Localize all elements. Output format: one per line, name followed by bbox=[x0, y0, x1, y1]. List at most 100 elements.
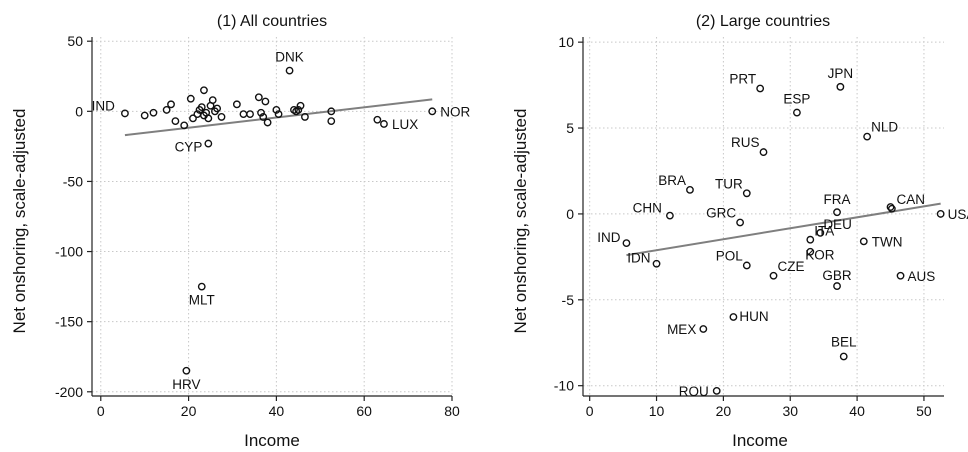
data-point bbox=[736, 218, 745, 227]
data-point bbox=[261, 97, 270, 106]
data-point bbox=[232, 100, 241, 109]
data-point bbox=[622, 239, 631, 248]
y-tick-label: 0 bbox=[566, 206, 574, 222]
point-label: GBR bbox=[822, 268, 852, 283]
data-point bbox=[162, 106, 171, 114]
data-point bbox=[140, 111, 149, 120]
data-point bbox=[213, 104, 222, 113]
data-point bbox=[863, 132, 872, 141]
y-axis-label: Net onshoring, scale-adjusted bbox=[511, 109, 530, 334]
data-point bbox=[239, 110, 248, 119]
data-point bbox=[836, 82, 845, 91]
point-label: IDN bbox=[627, 251, 650, 266]
data-point bbox=[839, 352, 848, 361]
x-axis-label: Income bbox=[244, 431, 300, 450]
data-point bbox=[380, 120, 388, 128]
x-tick-label: 10 bbox=[649, 403, 665, 419]
point-label: LUX bbox=[392, 117, 418, 132]
data-point bbox=[327, 117, 336, 126]
point-label: MLT bbox=[189, 293, 215, 308]
data-point bbox=[197, 282, 206, 291]
data-point bbox=[742, 261, 751, 270]
data-point bbox=[285, 66, 294, 75]
data-point bbox=[294, 106, 303, 114]
data-point bbox=[699, 325, 708, 333]
y-tick-label: -150 bbox=[55, 314, 83, 330]
data-point bbox=[204, 139, 213, 148]
data-point bbox=[759, 148, 768, 156]
fit-line bbox=[626, 202, 941, 257]
data-point bbox=[896, 271, 905, 280]
x-axis-label: Income bbox=[732, 431, 788, 450]
data-point bbox=[652, 259, 661, 268]
data-point bbox=[833, 208, 841, 217]
data-point bbox=[887, 204, 896, 213]
y-tick-label: 0 bbox=[75, 103, 83, 119]
point-label: TWN bbox=[872, 234, 903, 249]
data-point bbox=[121, 109, 129, 118]
data-point bbox=[806, 235, 815, 244]
data-point bbox=[833, 282, 841, 290]
data-point bbox=[254, 93, 263, 102]
data-point bbox=[756, 84, 765, 93]
point-label: CZE bbox=[778, 259, 805, 274]
point-label: ESP bbox=[783, 92, 810, 107]
x-tick-label: 40 bbox=[269, 403, 285, 419]
data-point bbox=[859, 237, 868, 246]
y-tick-label: -50 bbox=[63, 173, 83, 189]
point-label: PRT bbox=[729, 72, 756, 87]
data-point bbox=[217, 113, 226, 121]
data-point bbox=[149, 108, 158, 117]
point-label: JPN bbox=[828, 66, 854, 81]
data-point bbox=[327, 107, 336, 116]
x-tick-label: 40 bbox=[849, 403, 865, 419]
data-point bbox=[167, 100, 175, 109]
data-point bbox=[274, 110, 283, 119]
y-tick-label: 10 bbox=[558, 34, 574, 50]
point-label: TUR bbox=[715, 176, 743, 191]
data-point bbox=[182, 366, 191, 375]
data-point bbox=[886, 203, 895, 211]
data-point bbox=[208, 96, 217, 105]
point-label: BEL bbox=[831, 334, 857, 349]
point-label: CYP bbox=[175, 140, 203, 155]
data-point bbox=[806, 247, 815, 256]
point-label: NLD bbox=[871, 120, 898, 135]
point-label: CAN bbox=[897, 192, 926, 207]
data-point bbox=[189, 114, 197, 123]
data-point bbox=[197, 103, 206, 112]
data-point bbox=[246, 110, 254, 119]
data-point bbox=[686, 185, 694, 194]
data-point bbox=[263, 118, 272, 127]
point-label: DNK bbox=[275, 50, 304, 65]
point-label: POL bbox=[716, 248, 744, 263]
data-point bbox=[257, 108, 265, 117]
point-label: FRA bbox=[824, 192, 851, 207]
data-point bbox=[272, 106, 281, 114]
gridlines bbox=[92, 37, 453, 396]
data-point bbox=[729, 313, 738, 321]
x-tick-label: 0 bbox=[586, 403, 594, 419]
point-label: DEU bbox=[823, 217, 852, 232]
point-label: NOR bbox=[440, 104, 470, 119]
panel-all-countries: (1) All countries Net onshoring, scale-a… bbox=[10, 13, 470, 450]
data-point bbox=[186, 94, 195, 103]
y-tick-label: -200 bbox=[55, 384, 83, 400]
y-tick-label: 5 bbox=[566, 120, 574, 136]
data-point bbox=[373, 115, 382, 124]
data-points: PRTJPNESPNLDRUSBRATURCHNGRCFRACANUSADEUI… bbox=[597, 66, 968, 399]
gridlines bbox=[583, 37, 944, 396]
point-label: IND bbox=[92, 98, 116, 113]
data-point bbox=[769, 271, 778, 280]
point-label: CHN bbox=[633, 201, 662, 216]
point-label: IND bbox=[597, 230, 621, 245]
x-tick-label: 30 bbox=[782, 403, 798, 419]
x-tick-label: 0 bbox=[97, 403, 105, 419]
data-point bbox=[296, 101, 305, 110]
y-tick-label: 50 bbox=[67, 33, 83, 49]
data-point bbox=[301, 113, 309, 121]
y-axis-label: Net onshoring, scale-adjusted bbox=[10, 109, 29, 334]
data-point bbox=[259, 113, 268, 121]
y-tick-label: -100 bbox=[55, 244, 83, 260]
